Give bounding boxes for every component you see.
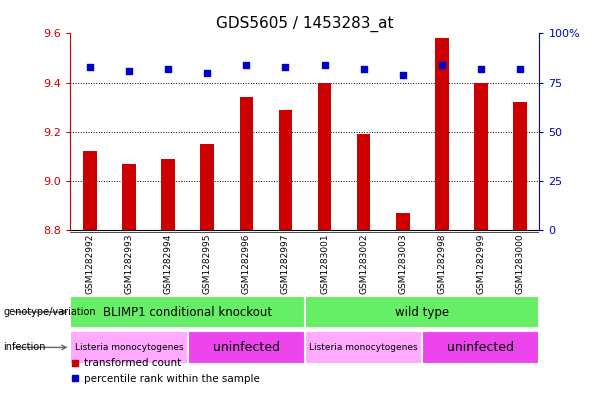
- Bar: [422, 331, 539, 364]
- Text: uninfected: uninfected: [447, 341, 514, 354]
- Point: [319, 62, 329, 68]
- Legend: transformed count, percentile rank within the sample: transformed count, percentile rank withi…: [66, 354, 264, 388]
- Text: wild type: wild type: [395, 305, 449, 319]
- Point: [437, 62, 447, 68]
- Text: GSM1283003: GSM1283003: [398, 234, 407, 294]
- Bar: [474, 83, 488, 230]
- Point: [242, 62, 251, 68]
- Bar: [122, 163, 136, 230]
- Text: Listeria monocytogenes: Listeria monocytogenes: [310, 343, 418, 352]
- Bar: [318, 83, 332, 230]
- Title: GDS5605 / 1453283_at: GDS5605 / 1453283_at: [216, 16, 394, 32]
- Bar: [305, 331, 422, 364]
- Point: [359, 66, 368, 72]
- Bar: [83, 151, 97, 230]
- Point: [476, 66, 485, 72]
- Text: genotype/variation: genotype/variation: [3, 307, 96, 317]
- Point: [281, 64, 291, 70]
- Text: GSM1282992: GSM1282992: [86, 234, 94, 294]
- Text: GSM1282999: GSM1282999: [476, 234, 485, 294]
- Text: GSM1282995: GSM1282995: [203, 234, 211, 294]
- Point: [85, 64, 95, 70]
- Bar: [161, 159, 175, 230]
- Bar: [70, 331, 188, 364]
- Text: uninfected: uninfected: [213, 341, 280, 354]
- Bar: [435, 38, 449, 230]
- Point: [202, 70, 212, 76]
- Point: [398, 72, 408, 78]
- Text: GSM1282998: GSM1282998: [437, 234, 446, 294]
- Bar: [305, 296, 539, 328]
- Bar: [200, 144, 214, 230]
- Text: BLIMP1 conditional knockout: BLIMP1 conditional knockout: [103, 305, 272, 319]
- Text: GSM1283002: GSM1283002: [359, 234, 368, 294]
- Point: [515, 66, 525, 72]
- Text: GSM1282994: GSM1282994: [164, 234, 173, 294]
- Bar: [240, 97, 253, 230]
- Point: [124, 68, 134, 74]
- Text: GSM1283000: GSM1283000: [516, 234, 524, 294]
- Bar: [188, 331, 305, 364]
- Bar: [513, 102, 527, 230]
- Point: [163, 66, 173, 72]
- Bar: [278, 110, 292, 230]
- Text: GSM1282993: GSM1282993: [124, 234, 134, 294]
- Text: infection: infection: [3, 342, 45, 353]
- Text: Listeria monocytogenes: Listeria monocytogenes: [75, 343, 183, 352]
- Bar: [396, 213, 409, 230]
- Text: GSM1282996: GSM1282996: [242, 234, 251, 294]
- Bar: [357, 134, 370, 230]
- Bar: [70, 296, 305, 328]
- Text: GSM1282997: GSM1282997: [281, 234, 290, 294]
- Text: GSM1283001: GSM1283001: [320, 234, 329, 294]
